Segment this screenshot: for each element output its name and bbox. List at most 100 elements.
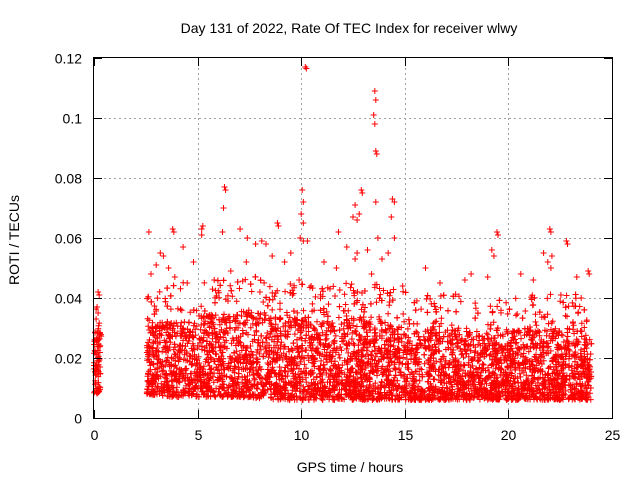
data-point [240,308,247,315]
data-point [572,291,579,298]
data-point [565,364,572,371]
data-point [267,331,274,337]
data-point [445,307,451,314]
data-point [498,309,504,316]
data-point [405,366,412,373]
data-point [345,349,352,356]
data-point [540,357,547,364]
data-point [520,341,527,348]
data-point [473,333,480,340]
data-point [458,351,465,358]
data-point [323,308,330,315]
data-point [277,306,283,313]
data-point [152,366,159,373]
data-point [170,282,177,289]
data-point [156,288,163,295]
data-point [578,320,585,327]
data-point [547,291,554,298]
data-point [256,343,263,350]
data-point [191,346,198,353]
data-point [354,375,361,382]
data-point [93,336,100,343]
data-point [243,344,249,351]
data-point [264,330,271,336]
data-point [157,319,164,326]
data-point [517,373,524,380]
data-point [353,390,360,397]
data-point [269,306,276,313]
data-point [414,320,421,327]
data-point [540,313,547,320]
data-point [145,343,152,350]
data-point [266,283,273,290]
data-point [212,338,219,345]
data-point [301,361,308,368]
data-point [476,396,483,403]
data-point [494,303,501,310]
data-point [401,318,408,325]
data-point [385,310,392,317]
data-point [563,292,570,299]
data-point [332,293,338,299]
data-point [341,291,348,298]
data-point [486,352,493,359]
data-point [438,315,445,322]
data-point [343,280,350,287]
data-point [488,338,494,345]
data-point [340,307,347,314]
data-point [457,298,464,305]
data-point [342,301,349,308]
data-point [545,383,552,390]
data-point [168,367,174,374]
data-point [95,384,101,391]
data-point [522,308,529,314]
data-point [220,334,227,341]
data-point [518,335,524,342]
data-point [368,314,375,321]
data-point [228,340,235,347]
data-point [216,321,223,328]
data-point [460,361,467,368]
data-point [156,364,163,371]
data-point [414,329,421,336]
data-point [463,350,470,357]
data-point [168,354,175,361]
data-point [266,351,273,358]
data-point [380,287,387,294]
data-point [145,356,152,363]
data-point [283,309,290,316]
data-point [453,308,460,315]
data-point [189,340,196,347]
data-point [440,292,447,299]
data-point [372,281,378,288]
data-point [430,376,437,383]
data-point [327,328,334,335]
data-point [553,367,560,374]
data-point [519,315,526,322]
data-point [221,366,228,373]
data-point [532,318,539,325]
data-point [473,365,480,372]
data-point [391,365,398,372]
data-point [174,305,181,312]
data-point [275,325,281,332]
data-point [210,379,217,386]
data-point [523,372,530,379]
data-point [201,320,208,327]
data-point [324,318,331,325]
data-point [319,379,326,386]
data-point [544,344,551,351]
data-point [544,295,551,302]
data-point [402,361,409,368]
data-point [583,345,590,352]
data-point [437,304,444,311]
data-point [319,293,326,300]
data-point [163,375,170,382]
data-point [347,284,354,291]
data-point [298,324,305,331]
data-point [435,366,442,373]
data-point [390,286,397,293]
data-point [437,293,444,299]
data-point [294,396,300,403]
data-point [400,311,407,317]
